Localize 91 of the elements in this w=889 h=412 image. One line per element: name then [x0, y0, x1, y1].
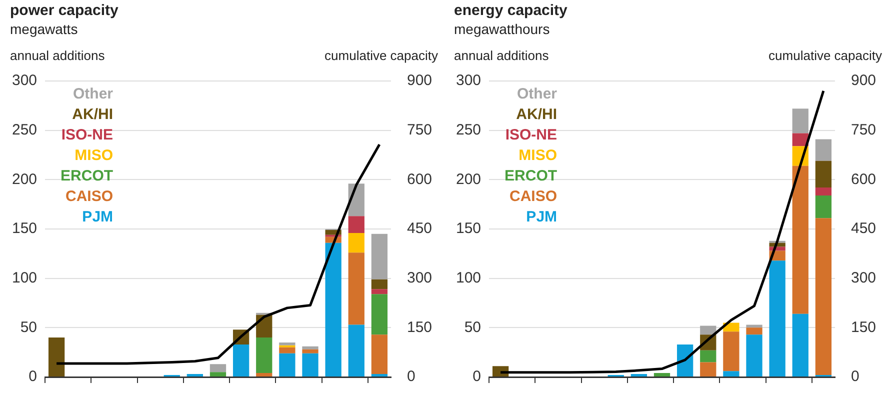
y2-tick-label: 0 [406, 368, 416, 386]
bar [746, 334, 762, 376]
y2-axis-title: cumulative capacity [324, 48, 438, 64]
bar [210, 372, 226, 376]
bar [700, 362, 716, 376]
bar [279, 342, 296, 346]
y2-tick-label: 750 [850, 121, 876, 138]
y2-tick-label: 300 [850, 269, 876, 286]
y-tick-label: 200 [12, 170, 38, 188]
y2-tick-label: 900 [850, 72, 876, 90]
chart-subtitle: megawatts [10, 20, 79, 38]
y-tick-label: 100 [12, 269, 38, 286]
bar [48, 338, 65, 376]
text: MISO [518, 147, 558, 164]
bar [815, 188, 832, 196]
bar [279, 353, 296, 376]
bar [746, 324, 762, 328]
y2-tick-label: 300 [406, 269, 432, 286]
bar [815, 218, 832, 376]
y2-tick-label: 600 [406, 170, 432, 188]
bar [348, 232, 364, 253]
text: PJM [82, 208, 114, 226]
text: MISO [74, 147, 114, 164]
y2-tick-label: 900 [406, 72, 432, 90]
bar [325, 242, 342, 376]
bar [723, 332, 740, 372]
bar [256, 338, 272, 374]
y2-tick-label: 750 [406, 121, 432, 138]
y-axis-title: annual additions [10, 48, 105, 64]
bar [279, 347, 296, 354]
chart-title: power capacity [10, 2, 120, 20]
bar [371, 234, 388, 280]
text: AK/HI [72, 106, 114, 124]
y-tick-label: 300 [456, 72, 482, 90]
bar [302, 346, 318, 350]
y-tick-label: 250 [12, 121, 38, 138]
y2-tick-label: 150 [406, 318, 432, 336]
bar [256, 373, 272, 376]
bar [654, 373, 670, 376]
y2-tick-label: 150 [850, 318, 876, 336]
text: CAISO [510, 188, 558, 206]
y2-tick-label: 600 [850, 170, 876, 188]
bar [232, 344, 250, 376]
bar [302, 353, 318, 376]
text: ERCOT [60, 168, 114, 185]
bar [302, 349, 318, 354]
bar [792, 166, 808, 314]
bar [792, 108, 808, 134]
bar [815, 195, 832, 218]
y-tick-label: 200 [456, 170, 482, 188]
text: PJM [526, 208, 558, 226]
bar [815, 139, 832, 161]
bar [723, 371, 740, 376]
text: ISO-NE [505, 126, 558, 144]
y2-tick-label: 450 [406, 220, 432, 238]
bar [371, 279, 388, 290]
y-tick-label: 300 [12, 72, 38, 90]
bar [676, 344, 694, 376]
y-tick-label: 250 [456, 121, 482, 138]
text: Other [73, 86, 114, 103]
bar [371, 334, 388, 374]
bar [348, 216, 364, 233]
bar [700, 326, 716, 335]
bar [700, 350, 716, 362]
bar [746, 328, 762, 335]
text: ISO-NE [61, 126, 114, 144]
bar [210, 364, 226, 372]
bar [371, 289, 388, 294]
text: Other [517, 86, 558, 103]
text: AK/HI [516, 106, 558, 124]
y2-axis-title: cumulative capacity [768, 48, 882, 64]
bar [769, 260, 786, 376]
bar [348, 252, 364, 325]
y-tick-label: 150 [456, 220, 482, 238]
y-tick-label: 150 [12, 220, 38, 238]
bar [815, 160, 832, 188]
text: CAISO [66, 188, 114, 206]
y2-tick-label: 450 [850, 220, 876, 238]
y-axis-title: annual additions [454, 48, 549, 64]
y-tick-label: 0 [472, 368, 482, 386]
bar [792, 314, 808, 376]
y-tick-label: 50 [20, 318, 38, 336]
y-tick-label: 100 [456, 269, 482, 286]
text: ERCOT [504, 168, 558, 185]
y-tick-label: 0 [28, 368, 38, 386]
bar [371, 294, 388, 335]
y-tick-label: 50 [464, 318, 482, 336]
chart-subtitle: megawatthours [454, 20, 551, 38]
y2-tick-label: 0 [850, 368, 860, 386]
bar [348, 324, 364, 376]
chart-title: energy capacity [454, 2, 568, 20]
